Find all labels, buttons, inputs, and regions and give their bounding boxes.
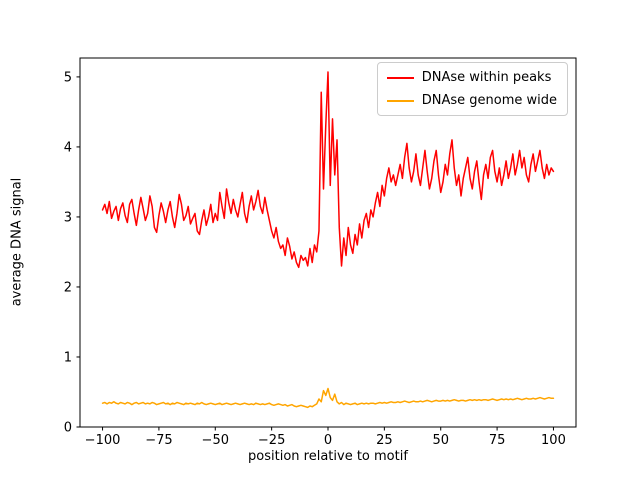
legend-entry: DNAse genome wide [386, 93, 557, 108]
svg-text:5: 5 [64, 70, 72, 85]
svg-text:50: 50 [432, 433, 449, 448]
svg-text:−25: −25 [258, 433, 285, 448]
svg-text:2: 2 [64, 280, 72, 295]
svg-text:3: 3 [64, 210, 72, 225]
svg-text:−100: −100 [85, 433, 121, 448]
svg-text:0: 0 [64, 421, 72, 436]
legend-line-sample-red [386, 76, 414, 79]
svg-text:1: 1 [64, 350, 72, 365]
svg-text:−50: −50 [202, 433, 229, 448]
svg-text:−75: −75 [145, 433, 172, 448]
svg-text:100: 100 [541, 433, 566, 448]
svg-text:4: 4 [64, 140, 72, 155]
legend-line-sample-orange [386, 99, 414, 102]
svg-text:75: 75 [489, 433, 506, 448]
legend-entry: DNAse within peaks [386, 70, 557, 85]
legend-label: DNAse genome wide [421, 93, 557, 108]
legend-label: DNAse within peaks [421, 70, 552, 85]
svg-text:0: 0 [324, 433, 332, 448]
y-axis-label: average DNA signal [9, 177, 25, 307]
x-axis-label: position relative to motif [248, 449, 408, 464]
svg-text:25: 25 [376, 433, 393, 448]
legend: DNAse within peaks DNAse genome wide [376, 62, 568, 116]
